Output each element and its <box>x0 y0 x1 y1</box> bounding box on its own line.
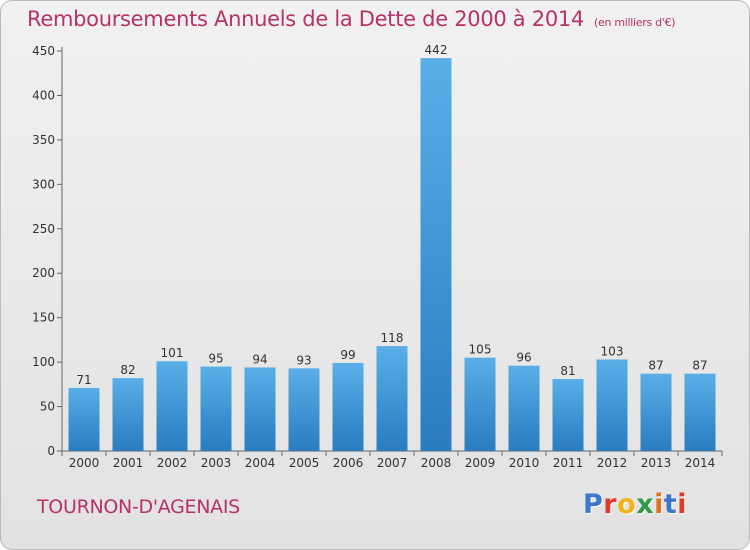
data-label: 93 <box>296 353 311 367</box>
bar-2000 <box>68 387 100 451</box>
y-tick-label: 450 <box>32 44 55 58</box>
bar-2008 <box>420 58 452 451</box>
commune-name: TOURNON-D'AGENAIS <box>37 496 240 518</box>
bar-2012 <box>596 359 628 451</box>
data-label: 99 <box>340 348 355 362</box>
chart-axes: 0 50 100 150 200 250 300 350 400 450 2000 2001 2002 2… <box>32 44 723 470</box>
proxiti-logo[interactable]: Proxiti <box>583 489 687 520</box>
bar-2004 <box>244 367 276 451</box>
y-tick-label: 400 <box>32 88 55 102</box>
bar-2014 <box>684 373 716 451</box>
x-tick-label: 2004 <box>245 456 276 470</box>
x-tick-label: 2002 <box>157 456 188 470</box>
data-label: 96 <box>516 351 531 365</box>
y-tick-label: 200 <box>32 266 55 280</box>
x-tick-label: 2007 <box>377 456 408 470</box>
bar-2003 <box>200 366 232 451</box>
y-tick-label: 150 <box>32 311 55 325</box>
chart-data-labels: 71 82 101 95 94 93 99 118 442 105 96 81 103 87 87 <box>76 43 707 387</box>
y-tick-label: 100 <box>32 355 55 369</box>
bar-2002 <box>156 361 188 451</box>
bar-2010 <box>508 365 540 451</box>
x-tick-label: 2012 <box>597 456 628 470</box>
x-tick-label: 2001 <box>113 456 144 470</box>
x-tick-label: 2008 <box>421 456 452 470</box>
y-tick-label: 50 <box>40 400 55 414</box>
logo-letter: x <box>636 489 655 520</box>
data-label: 87 <box>648 359 663 373</box>
x-tick-label: 2010 <box>509 456 540 470</box>
chart-bars <box>68 58 716 451</box>
data-label: 103 <box>601 344 624 358</box>
y-tick-label: 300 <box>32 177 55 191</box>
y-tick-label: 0 <box>47 444 55 458</box>
logo-letter: t <box>663 489 678 520</box>
logo-letter: r <box>603 489 618 520</box>
x-tick-label: 2003 <box>201 456 232 470</box>
bar-2009 <box>464 357 496 451</box>
x-tick-label: 2014 <box>685 456 716 470</box>
data-label: 101 <box>161 346 184 360</box>
data-label: 87 <box>692 359 707 373</box>
y-tick-label: 250 <box>32 222 55 236</box>
chart-title: Remboursements Annuels de la Dette de 20… <box>27 7 675 31</box>
data-label: 81 <box>560 364 575 378</box>
x-tick-label: 2013 <box>641 456 672 470</box>
logo-letter: P <box>583 489 604 520</box>
y-tick-label: 350 <box>32 133 55 147</box>
logo-letter: o <box>617 489 637 520</box>
data-label: 71 <box>76 373 91 387</box>
logo-letter: i <box>654 489 664 520</box>
data-label: 442 <box>425 43 448 57</box>
chart-title-text: Remboursements Annuels de la Dette de 20… <box>27 7 584 31</box>
bar-2011 <box>552 379 584 451</box>
data-label: 82 <box>120 363 135 377</box>
bar-2001 <box>112 378 144 451</box>
bar-2013 <box>640 373 672 451</box>
chart-subtitle: (en milliers d'€) <box>594 16 676 29</box>
bar-2005 <box>288 368 320 451</box>
x-tick-label: 2011 <box>553 456 584 470</box>
data-label: 105 <box>469 343 492 357</box>
data-label: 95 <box>208 352 223 366</box>
data-label: 118 <box>381 331 404 345</box>
x-tick-label: 2006 <box>333 456 364 470</box>
x-tick-label: 2000 <box>69 456 100 470</box>
x-tick-label: 2009 <box>465 456 496 470</box>
data-label: 94 <box>252 352 267 366</box>
x-tick-label: 2005 <box>289 456 320 470</box>
bar-2006 <box>332 363 364 451</box>
logo-letter: i <box>677 489 688 520</box>
bar-2007 <box>376 346 408 451</box>
